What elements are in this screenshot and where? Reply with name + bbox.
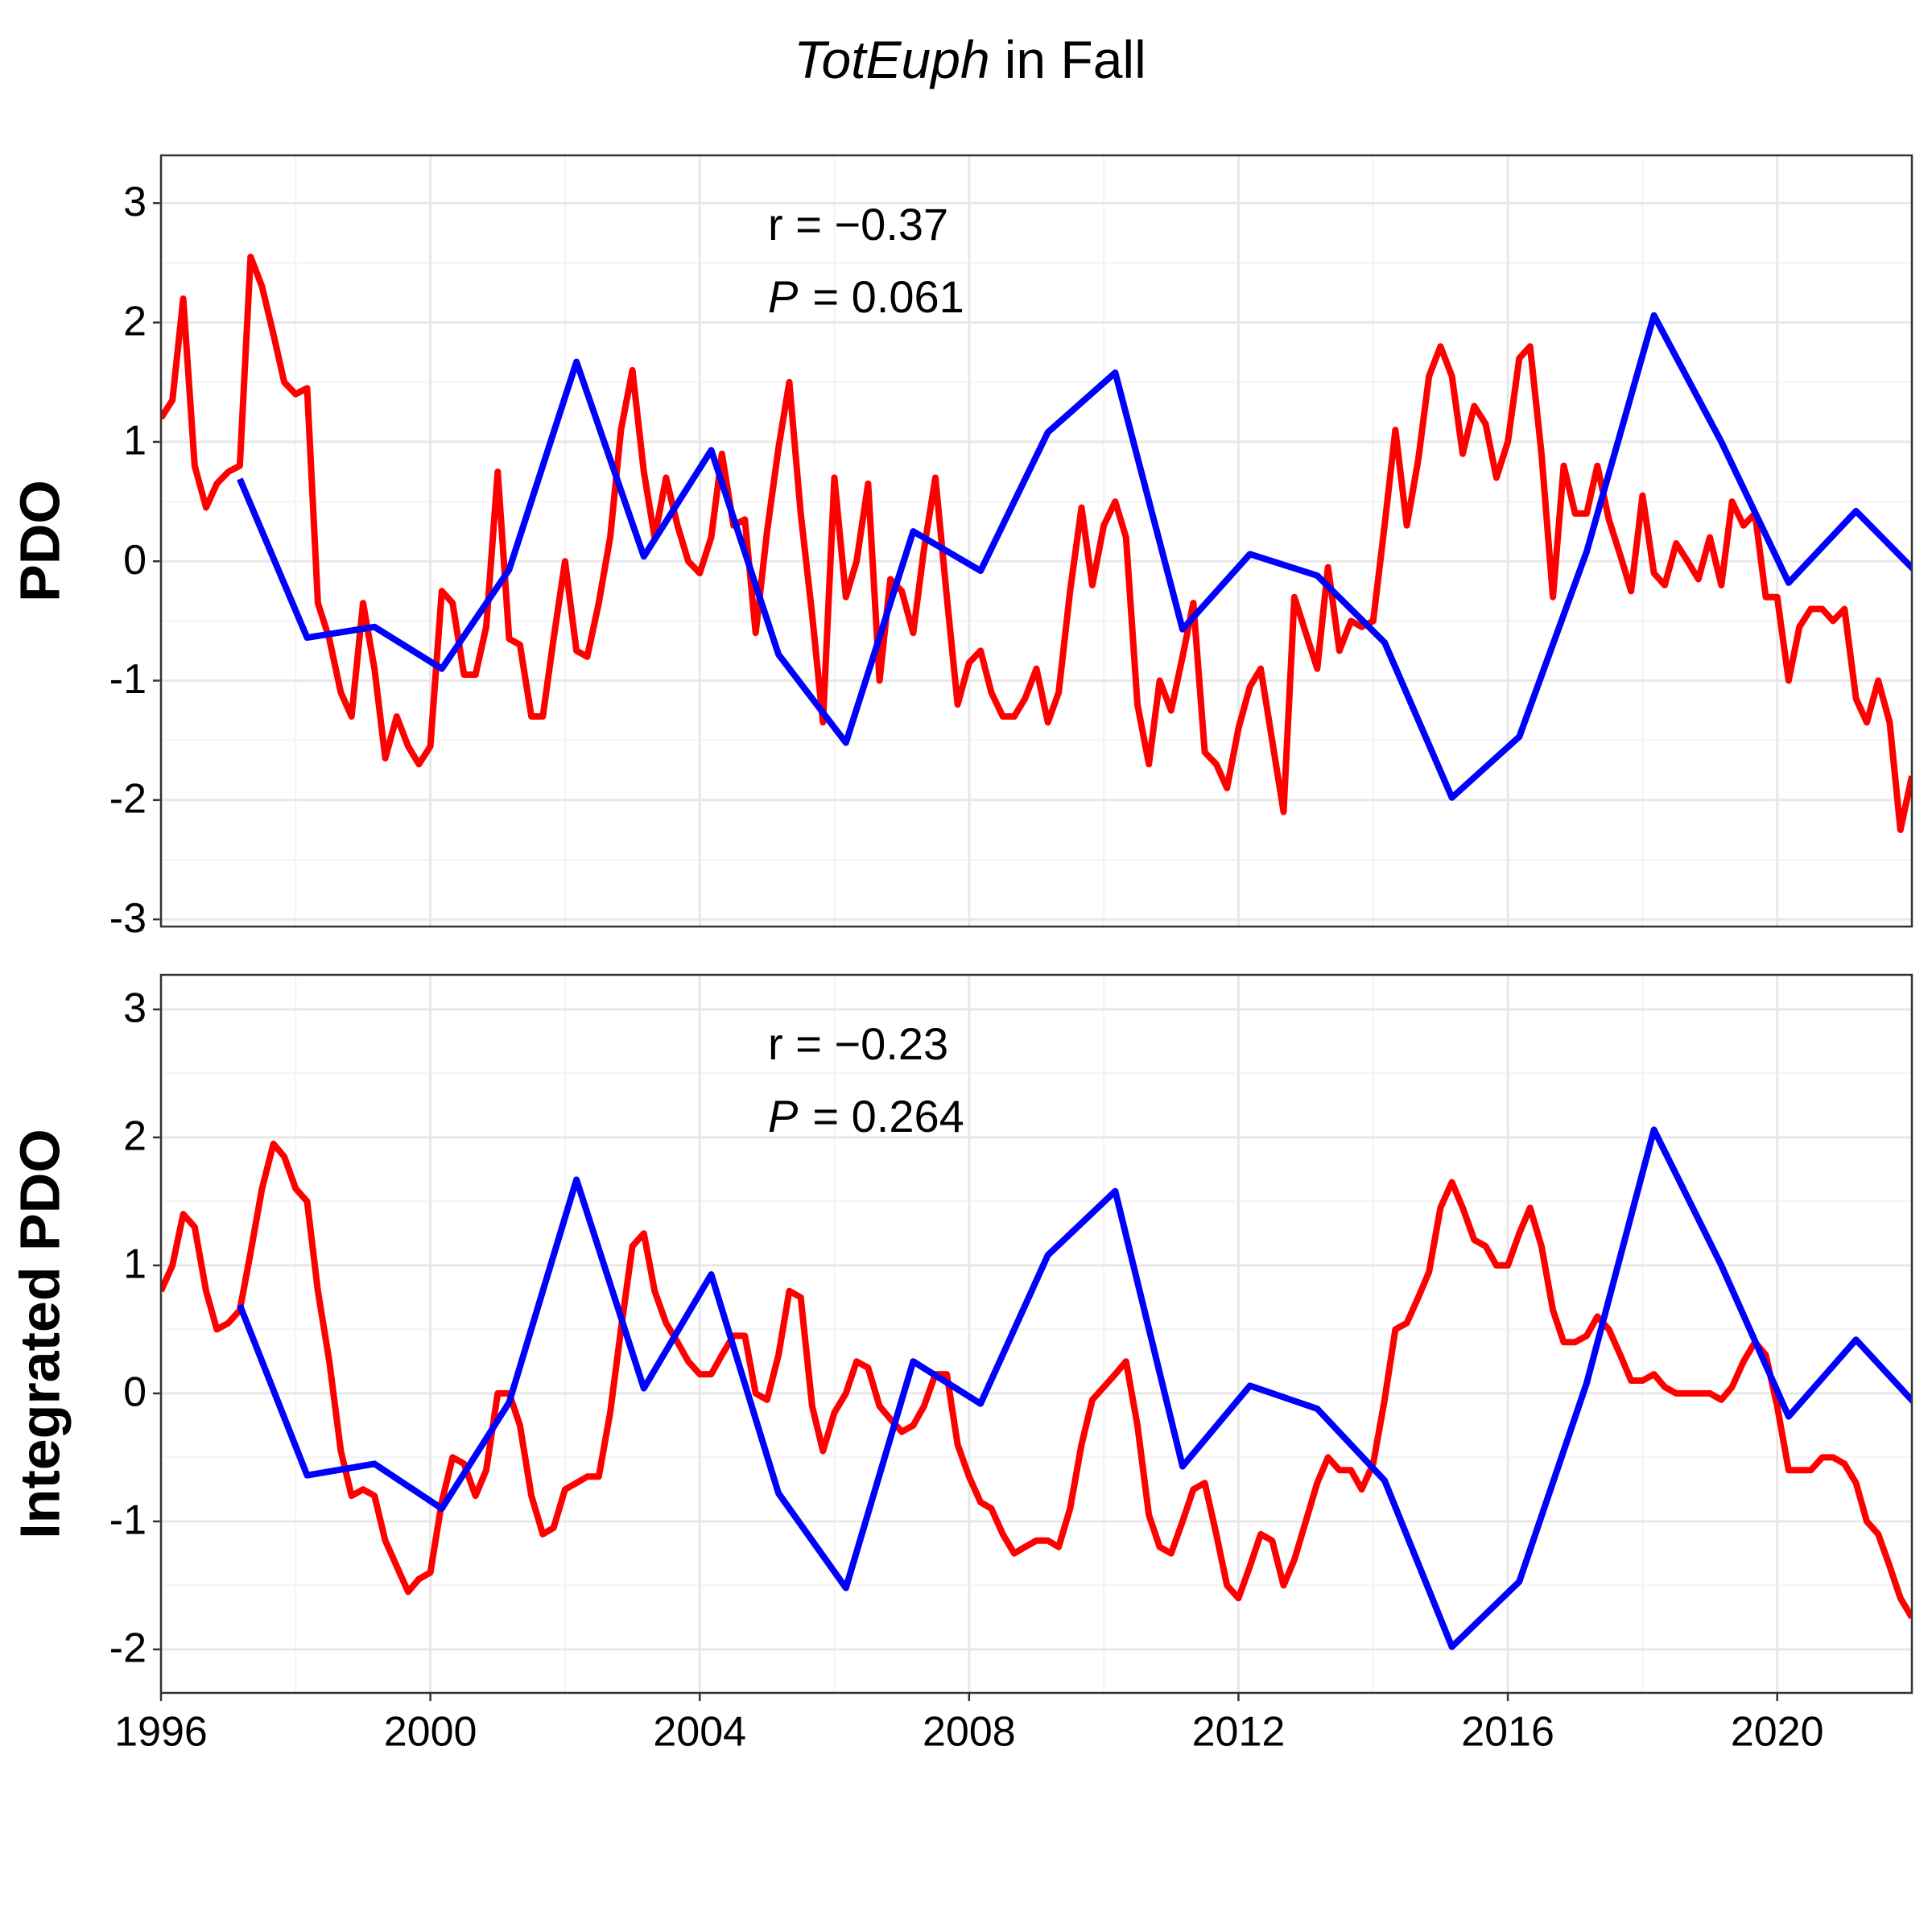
- x-tick-label: 2004: [653, 1709, 746, 1756]
- y-tick-label: 2: [123, 1113, 147, 1160]
- plot-background: [161, 155, 1912, 927]
- y-tick-label: -2: [109, 776, 147, 823]
- text-part: TotEuph: [794, 30, 989, 89]
- y-tick-label: 0: [123, 537, 147, 584]
- y-tick-label: 2: [123, 298, 147, 345]
- y-tick-label: 1: [123, 1241, 147, 1288]
- figure-title: TotEuph in Fall: [794, 30, 1146, 89]
- y-tick-label: -3: [109, 895, 147, 942]
- y-tick-label: -1: [109, 656, 147, 703]
- panel-border: [159, 973, 1913, 1695]
- plot-background: [161, 975, 1912, 1693]
- annotation: P = 0.061: [768, 271, 964, 322]
- panel: -2 -1 0 1 2 3 1996 2000 2004 2008 2012 2016 2020 r = …: [8, 973, 1913, 1756]
- panel: -3 -2 -1 0 1 2 3 r = −0.37 P = 0.061 PDO: [8, 154, 1913, 942]
- data-line: [237, 1126, 1912, 1650]
- y-tick-label: 3: [123, 985, 147, 1032]
- annotation: r = −0.37: [768, 199, 948, 250]
- text-part: P: [768, 271, 798, 322]
- data-line: [161, 254, 1912, 833]
- text-part: = 0.061: [812, 271, 964, 322]
- y-tick-label: -2: [109, 1625, 147, 1672]
- x-tick-label: 2020: [1731, 1709, 1824, 1756]
- y-axis-label: Integrated PDO: [8, 1129, 71, 1539]
- text-part: = 0.264: [812, 1091, 964, 1141]
- text-part: r = −0.37: [768, 199, 948, 250]
- panel-border: [159, 154, 1913, 928]
- text-part: r = −0.23: [768, 1018, 948, 1069]
- y-axis-label: PDO: [8, 480, 71, 602]
- y-tick-label: 1: [123, 418, 147, 464]
- data-line: [161, 1140, 1912, 1620]
- y-tick-label: 3: [123, 179, 147, 225]
- y-tick-label: -1: [109, 1497, 147, 1544]
- text-part: P: [768, 1091, 798, 1141]
- x-tick-label: 1996: [114, 1709, 208, 1756]
- annotation: r = −0.23: [768, 1018, 948, 1069]
- x-tick-label: 2008: [923, 1709, 1016, 1756]
- data-line: [237, 312, 1912, 801]
- x-tick-label: 2012: [1192, 1709, 1286, 1756]
- y-tick-label: 0: [123, 1369, 147, 1416]
- text-part: in Fall: [1005, 30, 1146, 89]
- annotation: P = 0.264: [768, 1091, 964, 1141]
- x-tick-label: 2016: [1461, 1709, 1554, 1756]
- x-tick-label: 2000: [384, 1709, 477, 1756]
